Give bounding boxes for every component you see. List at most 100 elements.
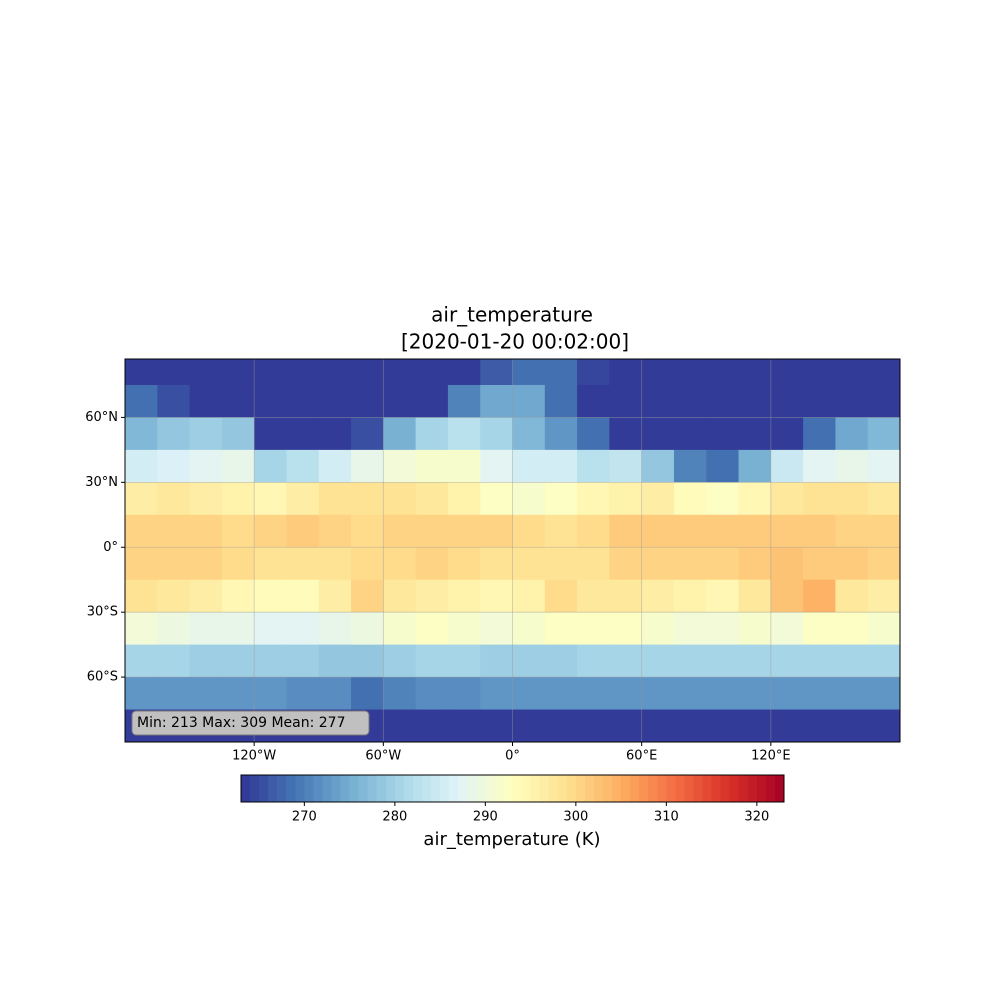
grid-cell: [609, 449, 643, 483]
grid-cell: [415, 359, 449, 386]
grid-cell: [221, 514, 255, 548]
grid-cell: [415, 612, 449, 646]
grid-cell: [383, 359, 417, 386]
grid-cell: [867, 514, 900, 548]
grid-cell: [318, 449, 352, 483]
grid-cell: [480, 359, 513, 386]
grid-cell: [835, 449, 869, 483]
grid-cell: [254, 482, 287, 516]
grid-cell: [221, 449, 255, 483]
grid-cell: [738, 612, 772, 646]
grid-cell: [867, 417, 900, 451]
grid-cell: [318, 579, 352, 613]
y-tick-label: 60°S: [87, 670, 118, 685]
grid-cell: [383, 709, 417, 742]
grid-cell: [641, 677, 675, 711]
grid-cell: [157, 359, 191, 386]
grid-cell: [544, 612, 578, 646]
grid-cell: [673, 677, 707, 711]
grid-cell: [512, 612, 546, 646]
grid-cell: [157, 449, 191, 483]
grid-cell: [641, 579, 675, 613]
grid-cell: [318, 482, 352, 516]
grid-cell: [512, 709, 546, 742]
grid-cell: [318, 677, 352, 711]
grid-cell: [480, 449, 513, 483]
grid-cell: [157, 612, 191, 646]
grid-cell: [318, 612, 352, 646]
grid-cell: [286, 417, 320, 451]
grid-cell: [609, 612, 643, 646]
grid-cell: [770, 384, 804, 418]
grid-cell: [641, 417, 675, 451]
grid-cell: [254, 384, 287, 418]
grid-cell: [383, 644, 417, 678]
grid-cell: [803, 482, 836, 516]
grid-cell: [641, 359, 675, 386]
grid-cell: [480, 547, 513, 581]
grid-cell: [803, 612, 836, 646]
grid-cell: [770, 449, 804, 483]
grid-cell: [286, 449, 320, 483]
grid-cell: [706, 677, 740, 711]
grid-cell: [351, 449, 384, 483]
grid-cell: [673, 579, 707, 613]
grid-cell: [415, 547, 449, 581]
grid-cell: [609, 579, 643, 613]
grid-cell: [577, 384, 610, 418]
grid-cell: [770, 514, 804, 548]
grid-cell: [738, 482, 772, 516]
grid-cell: [609, 644, 643, 678]
grid-cell: [480, 612, 513, 646]
grid-cell: [803, 514, 836, 548]
grid-cell: [577, 677, 610, 711]
grid-cell: [447, 709, 481, 742]
grid-cell: [351, 677, 384, 711]
grid-cell: [415, 384, 449, 418]
grid-cell: [415, 417, 449, 451]
grid-cell: [157, 384, 191, 418]
grid-cell: [673, 612, 707, 646]
grid-cell: [803, 644, 836, 678]
grid-cell: [544, 417, 578, 451]
grid-cell: [673, 709, 707, 742]
grid-cell: [738, 644, 772, 678]
grid-cell: [189, 579, 223, 613]
grid-cell: [480, 417, 513, 451]
grid-cell: [351, 547, 384, 581]
grid-cell: [867, 449, 900, 483]
grid-cell: [867, 482, 900, 516]
y-tick-label: 30°N: [85, 475, 118, 490]
grid-cell: [415, 482, 449, 516]
colorbar-tick-label: 280: [382, 810, 407, 825]
grid-cell: [609, 359, 643, 386]
grid-cell: [835, 547, 869, 581]
grid-cell: [480, 677, 513, 711]
grid-cell: [415, 579, 449, 613]
grid-cell: [770, 547, 804, 581]
grid-cell: [835, 709, 869, 742]
grid-cell: [286, 384, 320, 418]
grid-cell: [351, 644, 384, 678]
grid-cell: [867, 547, 900, 581]
grid-cell: [447, 612, 481, 646]
y-tick-label: 30°S: [87, 605, 118, 620]
grid-cell: [577, 417, 610, 451]
grid-cell: [221, 677, 255, 711]
title-line: air_temperature: [431, 303, 593, 327]
grid-cell: [125, 579, 158, 613]
grid-cell: [415, 709, 449, 742]
grid-cell: [221, 384, 255, 418]
grid-cell: [544, 709, 578, 742]
grid-cell: [189, 384, 223, 418]
grid-cell: [835, 644, 869, 678]
grid-cell: [673, 547, 707, 581]
colorbar-ticks: 270 280 290 300 310 320: [292, 802, 769, 825]
grid-cell: [480, 644, 513, 678]
grid-cell: [577, 644, 610, 678]
grid-cell: [125, 612, 158, 646]
grid-cell: [318, 514, 352, 548]
grid-cell: [286, 514, 320, 548]
grid-cell: [447, 644, 481, 678]
